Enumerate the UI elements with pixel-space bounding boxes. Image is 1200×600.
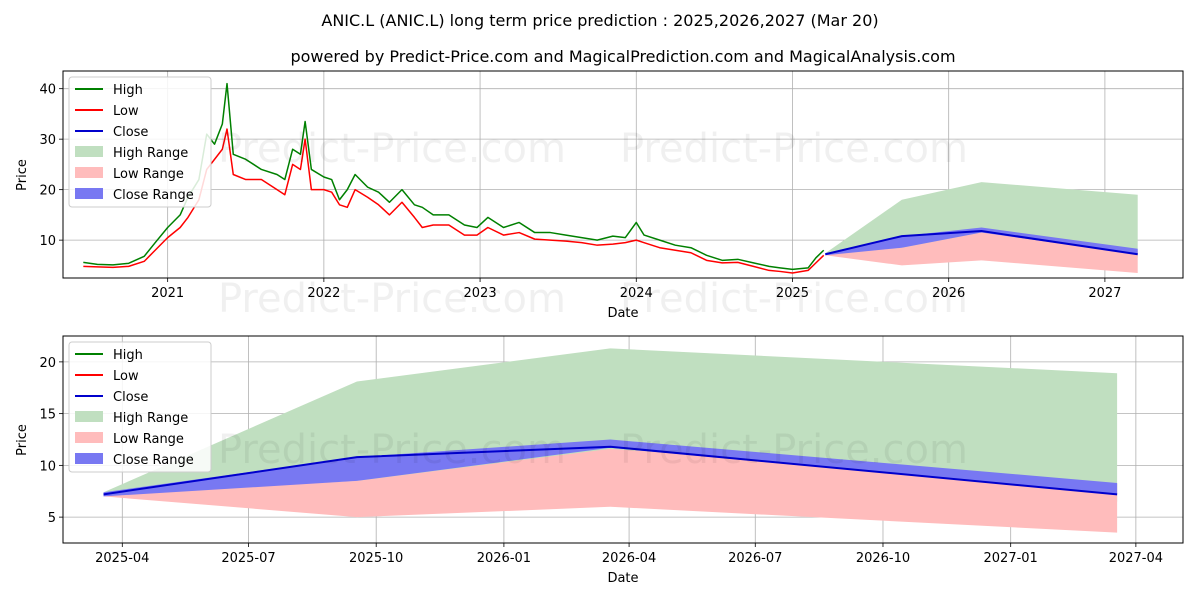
close-forecast-line xyxy=(103,445,1118,496)
y-tick-label: 20 xyxy=(39,184,56,199)
top-x-axis-label: Date xyxy=(607,306,638,321)
chart-title: ANIC.L (ANIC.L) long term price predicti… xyxy=(321,11,878,30)
legend-label: Close xyxy=(113,390,148,405)
top-y-axis-label: Price xyxy=(15,159,30,191)
bottom-legend: High Low Close High Range Low Range Close Ran… xyxy=(68,341,212,473)
legend-swatch xyxy=(75,188,103,199)
x-tick-label: 2027-01 xyxy=(984,551,1038,566)
watermark: Predict-Price.com xyxy=(620,126,968,172)
legend-box xyxy=(68,76,212,208)
x-tick-label: 2026-01 xyxy=(477,551,531,566)
watermark: Predict-Price.com xyxy=(218,276,566,322)
x-tick-label: 2027 xyxy=(1088,286,1121,301)
top-legend: High Low Close High Range Low Range Close Ran… xyxy=(68,76,212,208)
y-tick-label: 15 xyxy=(39,408,56,423)
y-tick-label: 30 xyxy=(39,133,56,148)
watermark: Predict-Price.com xyxy=(218,126,566,172)
bottom-watermarks: Predict-Price.com Predict-Price.com xyxy=(218,427,968,473)
top-watermarks: Predict-Price.com Predict-Price.com Pred… xyxy=(218,126,968,322)
x-tick-label: 2025 xyxy=(776,286,809,301)
legend-swatch xyxy=(75,453,103,464)
legend-label: Close Range xyxy=(113,188,194,203)
legend-label: High Range xyxy=(113,411,188,426)
x-tick-label: 2025-07 xyxy=(221,551,275,566)
y-tick-label: 20 xyxy=(39,356,56,371)
legend-label: High Range xyxy=(113,146,188,161)
x-tick-label: 2024 xyxy=(620,286,653,301)
y-tick-label: 10 xyxy=(39,459,56,474)
x-tick-label: 2026-07 xyxy=(728,551,782,566)
x-tick-label: 2021 xyxy=(151,286,184,301)
legend-label: Low Range xyxy=(113,432,184,447)
close-range-area xyxy=(103,439,1118,497)
watermark: Predict-Price.com xyxy=(620,276,968,322)
bottom-axis-ticks: 2025-04 2025-07 2025-10 2026-01 2026-04 2026-… xyxy=(39,356,1163,566)
legend-swatch xyxy=(75,432,103,443)
y-tick-label: 10 xyxy=(39,234,56,249)
legend-label: Close Range xyxy=(113,453,194,468)
y-tick-label: 5 xyxy=(48,511,56,526)
bottom-price-lines xyxy=(103,445,1118,496)
x-tick-label: 2025-10 xyxy=(349,551,403,566)
x-tick-label: 2023 xyxy=(464,286,497,301)
legend-label: High xyxy=(113,348,143,363)
y-tick-label: 40 xyxy=(39,83,56,98)
legend-box xyxy=(68,341,212,473)
legend-swatch xyxy=(75,146,103,157)
watermark: Predict-Price.com xyxy=(620,427,968,473)
top-plot-frame xyxy=(62,70,1184,279)
legend-label: Low xyxy=(113,369,139,384)
x-tick-label: 2026-04 xyxy=(602,551,656,566)
bottom-y-axis-label: Price xyxy=(15,424,30,456)
top-panel: Predict-Price.com Predict-Price.com Pred… xyxy=(15,70,1184,322)
bottom-x-axis-label: Date xyxy=(607,571,638,586)
x-tick-label: 2027-04 xyxy=(1109,551,1163,566)
chart-subtitle: powered by Predict-Price.com and Magical… xyxy=(290,47,955,66)
legend-swatch xyxy=(75,167,103,178)
close-forecast-line xyxy=(825,230,1138,256)
bottom-plot-frame xyxy=(62,335,1184,544)
legend-label: Low Range xyxy=(113,167,184,182)
x-tick-label: 2022 xyxy=(307,286,340,301)
top-forecast-areas xyxy=(825,182,1138,273)
top-axis-ticks: 2021 2022 2023 2024 2025 2026 2027 10 20 30 40 xyxy=(39,83,1121,301)
x-tick-label: 2026-10 xyxy=(856,551,910,566)
x-tick-label: 2025-04 xyxy=(95,551,149,566)
close-range-area xyxy=(825,227,1138,256)
legend-label: Close xyxy=(113,125,148,140)
legend-label: High xyxy=(113,83,143,98)
x-tick-label: 2026 xyxy=(932,286,965,301)
legend-label: Low xyxy=(113,104,139,119)
bottom-panel: Predict-Price.com Predict-Price.com 2025… xyxy=(15,335,1184,586)
legend-swatch xyxy=(75,411,103,422)
watermark: Predict-Price.com xyxy=(218,427,566,473)
